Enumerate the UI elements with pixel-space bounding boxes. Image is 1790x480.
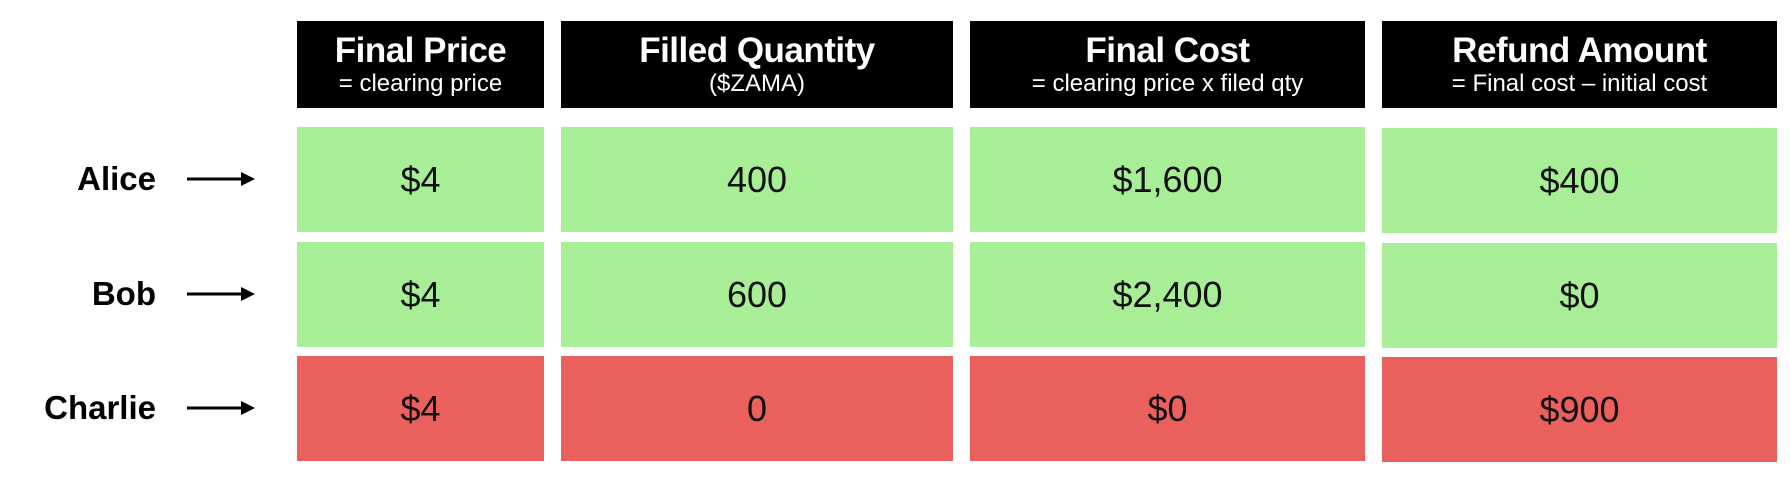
table-cell: 0 xyxy=(561,356,953,461)
column-title: Final Cost xyxy=(1085,30,1250,70)
table-cell: $0 xyxy=(970,356,1365,461)
arrow-right-icon xyxy=(187,401,255,415)
row-label: Alice xyxy=(77,160,156,197)
table-cell: $4 xyxy=(297,242,544,347)
arrow-right-icon xyxy=(187,172,255,186)
row-label: Bob xyxy=(91,275,156,312)
row-label: Charlie xyxy=(44,389,156,426)
arrow-right-icon xyxy=(187,287,255,301)
column-subtitle: = clearing price xyxy=(338,69,503,97)
column-header: Final Price = clearing price xyxy=(297,21,544,108)
table-cell: $4 xyxy=(297,356,544,461)
column-subtitle: = clearing price x filed qty xyxy=(1031,69,1304,97)
column-header: Filled Quantity ($ZAMA) xyxy=(561,21,953,108)
table-cell: 400 xyxy=(561,127,953,232)
column-header: Refund Amount = Final cost – initial cost xyxy=(1382,21,1777,108)
table-cell: 600 xyxy=(561,242,953,347)
column-header: Final Cost = clearing price x filed qty xyxy=(970,21,1365,108)
column-title: Filled Quantity xyxy=(639,30,875,70)
table-cell: $4 xyxy=(297,127,544,232)
table-cell: $0 xyxy=(1382,243,1777,348)
table-cell: $2,400 xyxy=(970,242,1365,347)
column-title: Final Price xyxy=(334,30,507,70)
column-subtitle: ($ZAMA) xyxy=(709,69,805,97)
table-cell: $1,600 xyxy=(970,127,1365,232)
table-cell: $900 xyxy=(1382,357,1777,462)
table-cell: $400 xyxy=(1382,128,1777,233)
column-title: Refund Amount xyxy=(1452,30,1707,70)
column-subtitle: = Final cost – initial cost xyxy=(1451,69,1708,97)
